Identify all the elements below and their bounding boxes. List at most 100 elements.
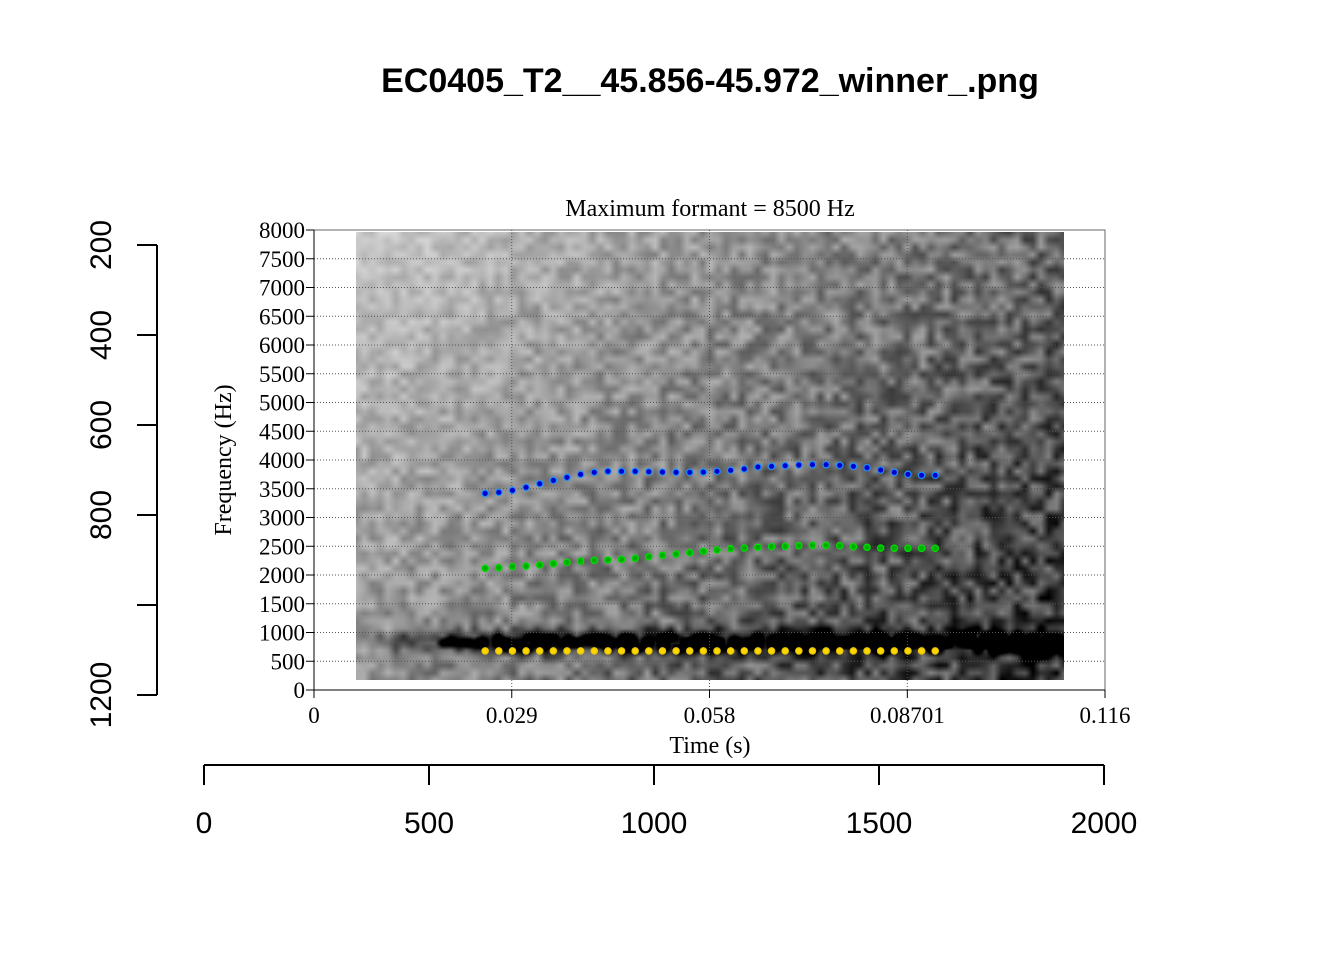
formant-point-f2 [795,541,803,550]
formant-point-f1 [576,647,585,655]
y-tick-label: 3000 [259,506,305,531]
formant-point-f3 [849,462,858,471]
formant-point-f2 [726,544,735,553]
formant-point-f3 [835,461,844,470]
x-axis-label: Time (s) [669,733,750,759]
formant-point-f3 [522,483,530,492]
formant-point-f2 [604,556,612,564]
y-tick-label: 500 [271,649,306,674]
formant-point-f2 [658,551,667,560]
formant-point-f2 [781,542,789,551]
chart-title: Maximum formant = 8500 Hz [565,196,855,222]
x-tick-label: 0.058 [684,703,736,728]
formant-point-f1 [890,647,899,655]
formant-point-f3 [658,468,667,476]
y-tick-label: 2500 [259,534,305,559]
formant-point-f1 [672,647,680,655]
formant-point-f1 [795,647,803,655]
formant-point-f3 [767,462,776,471]
y-tick-label: 2000 [259,563,305,588]
formant-point-f2 [699,547,708,556]
formant-point-f3 [822,460,830,469]
y-tick-label: 1000 [259,621,305,646]
formant-point-f2 [617,555,626,564]
formant-point-f3 [590,468,599,477]
formant-point-f3 [685,468,694,477]
formant-point-f2 [631,554,639,563]
formant-point-f1 [658,647,667,655]
formant-point-f3 [631,467,639,476]
formant-point-f3 [645,467,653,476]
formant-point-f1 [781,647,789,655]
formant-point-f3 [726,466,735,475]
figure-title: EC0405_T2__45.856-45.972_winner_.png [381,62,1039,100]
series-f2 [481,541,940,573]
formant-point-f1 [754,647,762,655]
x-axis: 0 0.029 0.058 0.08701 0.116 [308,689,1131,728]
formant-point-f1 [849,647,858,655]
formant-point-f3 [535,479,544,488]
outer-bottom-tick-label: 2000 [1071,807,1138,840]
formant-point-f1 [508,647,517,655]
grid [314,230,1105,690]
formant-point-f2 [494,563,503,572]
formant-point-f2 [835,541,844,550]
formant-point-f2 [535,561,544,569]
formant-point-f1 [535,647,544,655]
formant-point-f3 [617,467,626,476]
formant-point-f2 [863,543,871,552]
y-tick-label: 6500 [259,304,305,329]
y-tick-label: 3500 [259,477,305,502]
formant-point-f2 [876,544,885,552]
formant-point-f2 [904,544,912,553]
outer-bottom-axis: 0 500 1000 1500 2000 [196,764,1138,840]
y-tick-label: 7000 [259,276,305,301]
formant-point-f2 [549,559,558,568]
formant-point-f3 [863,463,871,472]
x-tick-label: 0.116 [1080,703,1131,728]
formant-point-f2 [481,564,489,573]
formant-point-f3 [563,473,571,482]
series-f1 [481,647,940,655]
outer-bottom-tick-label: 1500 [846,807,913,840]
formant-point-f2 [713,546,721,554]
y-axis: 0 500 1000 1500 2000 2500 3000 3500 4000 4500 5000… [259,218,315,703]
outer-bottom-tick-label: 1000 [621,807,688,840]
formant-point-f3 [808,460,817,469]
formant-point-f1 [617,647,626,655]
formant-point-f1 [631,647,639,655]
series-f3 [481,460,940,498]
formant-point-f2 [590,556,599,565]
formant-point-f1 [494,647,503,655]
y-tick-label: 8000 [259,218,305,243]
formant-point-f2 [576,557,585,565]
formant-point-f1 [876,647,885,655]
formant-points [481,460,940,655]
formant-point-f1 [645,647,653,655]
formant-point-f1 [590,647,599,655]
formant-point-f3 [604,467,612,476]
y-tick-label: 5000 [259,391,305,416]
formant-point-f1 [685,647,694,655]
outer-left-tick-label: 200 [85,220,118,270]
formant-point-f3 [904,470,912,479]
formant-point-f3 [699,468,708,476]
y-tick-label: 4000 [259,448,305,473]
formant-point-f3 [549,476,558,485]
formant-point-f2 [890,544,899,553]
formant-point-f2 [917,544,926,553]
outer-left-tick-label: 400 [85,310,118,360]
formant-point-f1 [699,647,708,655]
outer-bottom-tick-label: 500 [404,807,454,840]
formant-point-f2 [645,552,653,561]
formant-point-f1 [931,647,940,655]
formant-point-f1 [563,647,571,655]
y-tick-label: 6000 [259,333,305,358]
formant-point-f2 [522,562,530,570]
formant-point-f3 [931,471,940,480]
outer-bottom-tick-label: 0 [196,807,213,840]
formant-point-f3 [481,489,489,498]
y-tick-label: 5500 [259,362,305,387]
